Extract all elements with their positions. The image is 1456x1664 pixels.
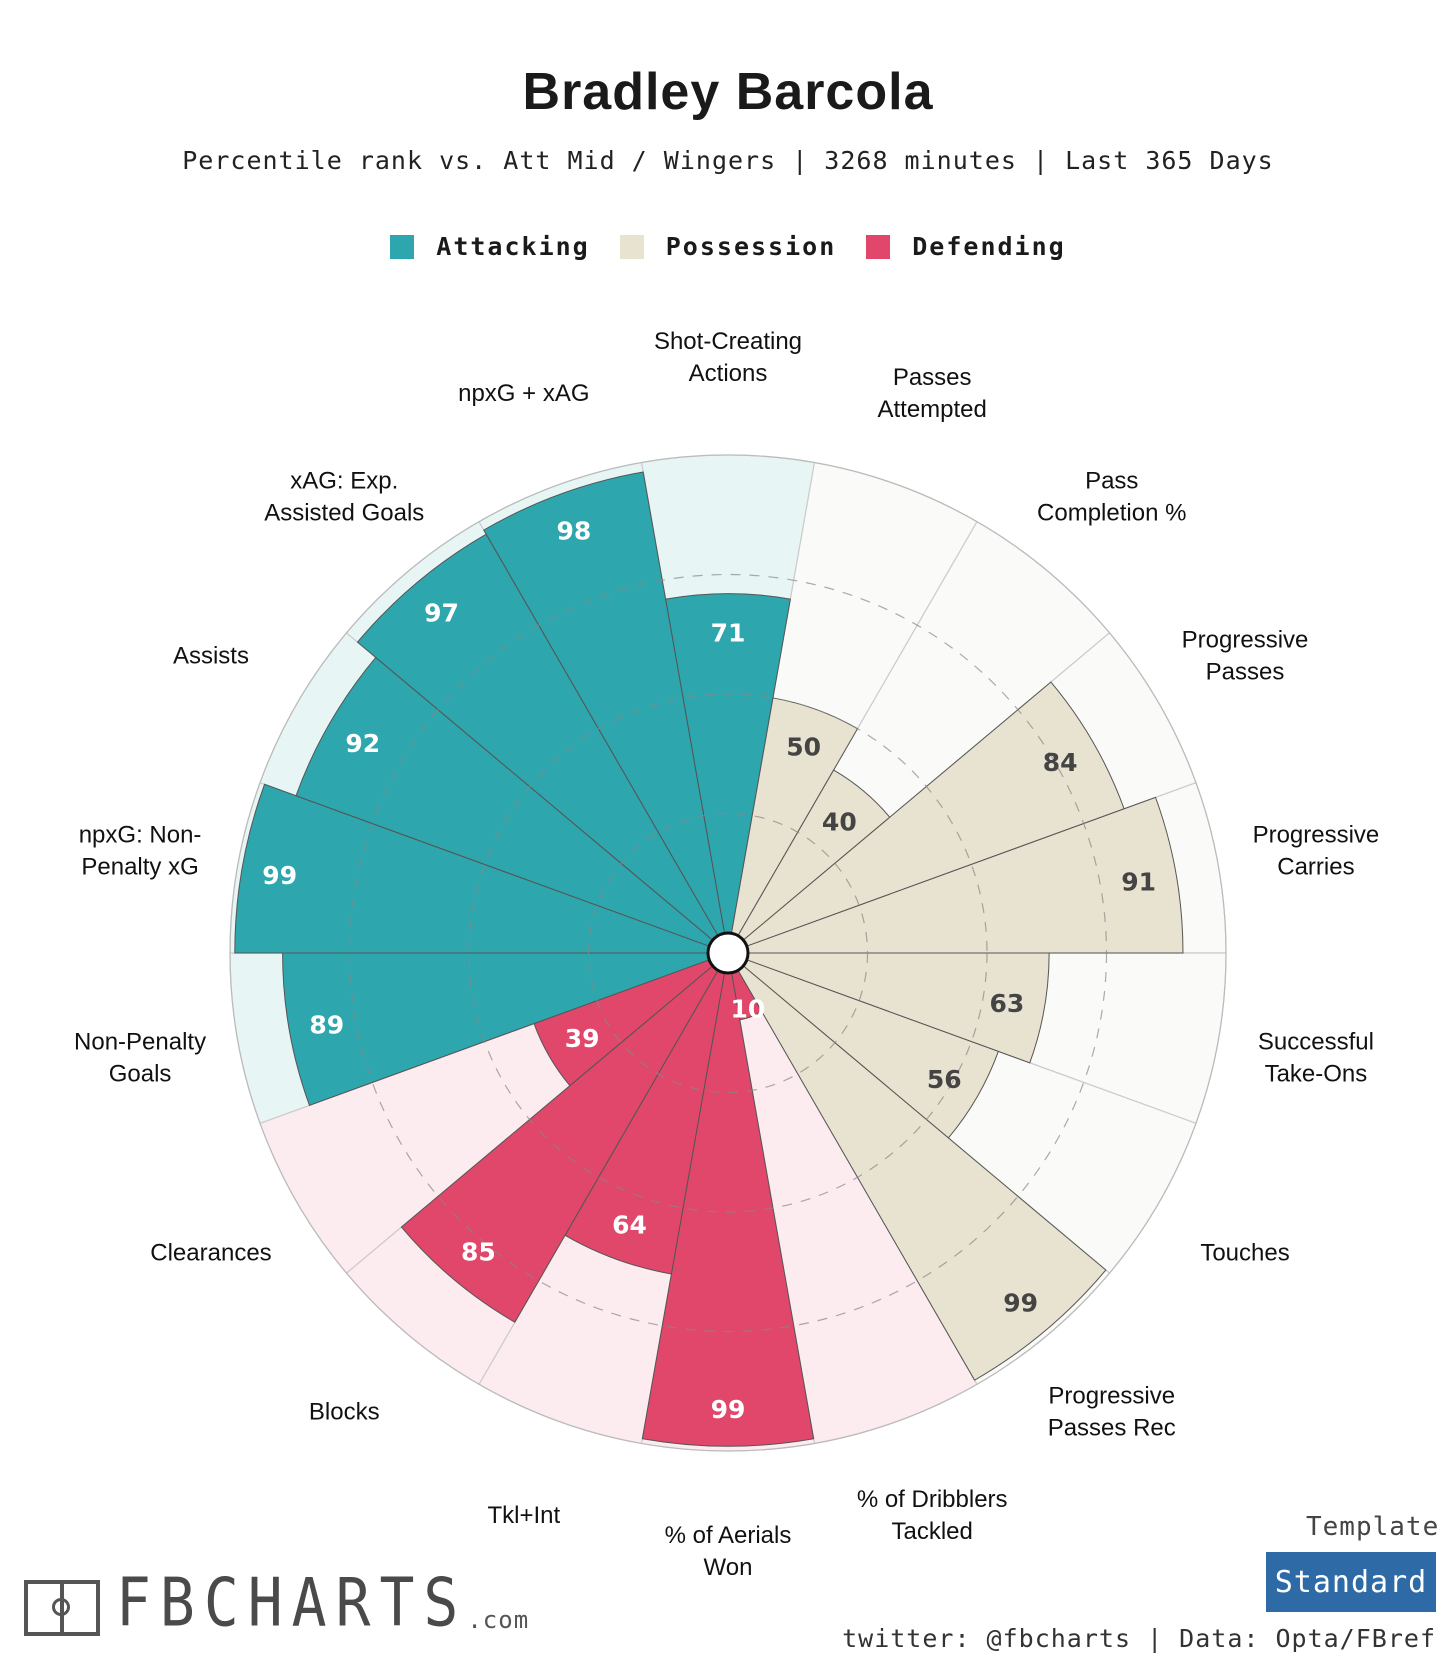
chart-title: Bradley Barcola	[522, 63, 934, 121]
grid-ring-75	[348, 573, 1108, 1333]
value-labels: 71 50 40 84 91 63 56 99 10 99 64 85 39 89 99 92 97 98	[262, 517, 1156, 1424]
logo-text: FBCHARTS	[116, 1563, 468, 1642]
value-label-non-penalty-goals: 89	[309, 1011, 344, 1040]
value-label-tkl-int: 64	[612, 1211, 647, 1240]
category-label-of-aerials-won: % of Aerials Won	[665, 1522, 792, 1581]
grid-ring-50	[468, 693, 988, 1213]
category-label-npxg-non-penalty-xg: npxG: Non-Penalty xG	[79, 821, 202, 880]
template-label: Template	[1306, 1512, 1440, 1542]
logo-suffix: .com	[467, 1606, 530, 1634]
category-label-pass-completion: Pass Completion %	[1037, 468, 1186, 527]
legend-item-attacking: Attacking	[390, 232, 589, 261]
fbcharts-logo: FBCHARTS .com	[24, 1569, 530, 1636]
category-label-passes-attempted: Passes Attempted	[877, 364, 986, 423]
category-label-progressive-passes: Progressive Passes	[1182, 627, 1309, 686]
legend-label-defending: Defending	[912, 232, 1066, 261]
credit-text: twitter: @fbcharts | Data: Opta/FBref	[842, 1624, 1436, 1653]
category-label-progressive-passes-rec: Progressive Passes Rec	[1048, 1382, 1176, 1441]
legend-item-defending: Defending	[866, 232, 1065, 261]
legend-label-possession: Possession	[665, 232, 837, 261]
center-circle	[706, 931, 750, 975]
value-label-touches: 56	[927, 1065, 962, 1094]
value-label-npxg-xag: 98	[557, 517, 592, 546]
category-label-blocks: Blocks	[309, 1398, 380, 1425]
pitch-icon	[24, 1580, 100, 1636]
legend: Attacking Possession Defending	[0, 232, 1456, 261]
grid-rings	[229, 454, 1227, 1452]
legend-swatch-defending	[866, 234, 891, 259]
category-label-of-dribblers-tackled: % of Dribblers Tackled	[857, 1486, 1008, 1545]
grid-ring-25	[587, 812, 869, 1094]
value-label-pass-completion: 40	[822, 807, 857, 836]
legend-swatch-attacking	[390, 234, 415, 259]
category-label-non-penalty-goals: Non-Penalty Goals	[74, 1029, 206, 1088]
value-label-blocks: 85	[461, 1237, 496, 1266]
legend-label-attacking: Attacking	[436, 232, 590, 261]
value-label-of-dribblers-tackled: 10	[730, 995, 765, 1024]
value-label-of-aerials-won: 99	[711, 1395, 746, 1424]
category-label-tkl-int: Tkl+Int	[487, 1502, 560, 1529]
category-label-progressive-carries: Progressive Carries	[1253, 821, 1380, 880]
category-labels: Shot-Creating Actions Passes Attempted Pass C…	[74, 328, 1379, 1581]
outer-ring	[229, 454, 1227, 1452]
value-label-clearances: 39	[565, 1024, 600, 1053]
category-label-shot-creating-actions: Shot-Creating Actions	[654, 328, 802, 387]
category-label-clearances: Clearances	[150, 1240, 271, 1267]
value-label-progressive-passes-rec: 99	[1003, 1289, 1038, 1318]
category-label-successful-take-ons: Successful Take-Ons	[1258, 1029, 1374, 1088]
category-label-assists: Assists	[173, 643, 249, 670]
value-label-passes-attempted: 50	[786, 732, 821, 761]
value-label-shot-creating-actions: 71	[711, 619, 746, 648]
value-label-progressive-passes: 84	[1043, 748, 1078, 777]
value-label-xag-exp-assisted-goals: 97	[424, 599, 459, 628]
category-label-npxg-xag: npxG + xAG	[458, 380, 589, 407]
legend-swatch-possession	[619, 234, 644, 259]
category-label-touches: Touches	[1200, 1240, 1289, 1267]
value-label-progressive-carries: 91	[1121, 868, 1156, 897]
value-bars	[234, 471, 1184, 1447]
category-label-xag-exp-assisted-goals: xAG: Exp. Assisted Goals	[264, 468, 424, 527]
value-label-assists: 92	[345, 729, 380, 758]
template-badge: Standard	[1266, 1552, 1436, 1612]
legend-item-possession: Possession	[619, 232, 837, 261]
value-label-successful-take-ons: 63	[989, 989, 1024, 1018]
chart-subtitle: Percentile rank vs. Att Mid / Wingers | …	[182, 146, 1274, 175]
value-label-npxg-non-penalty-xg: 99	[262, 861, 297, 890]
